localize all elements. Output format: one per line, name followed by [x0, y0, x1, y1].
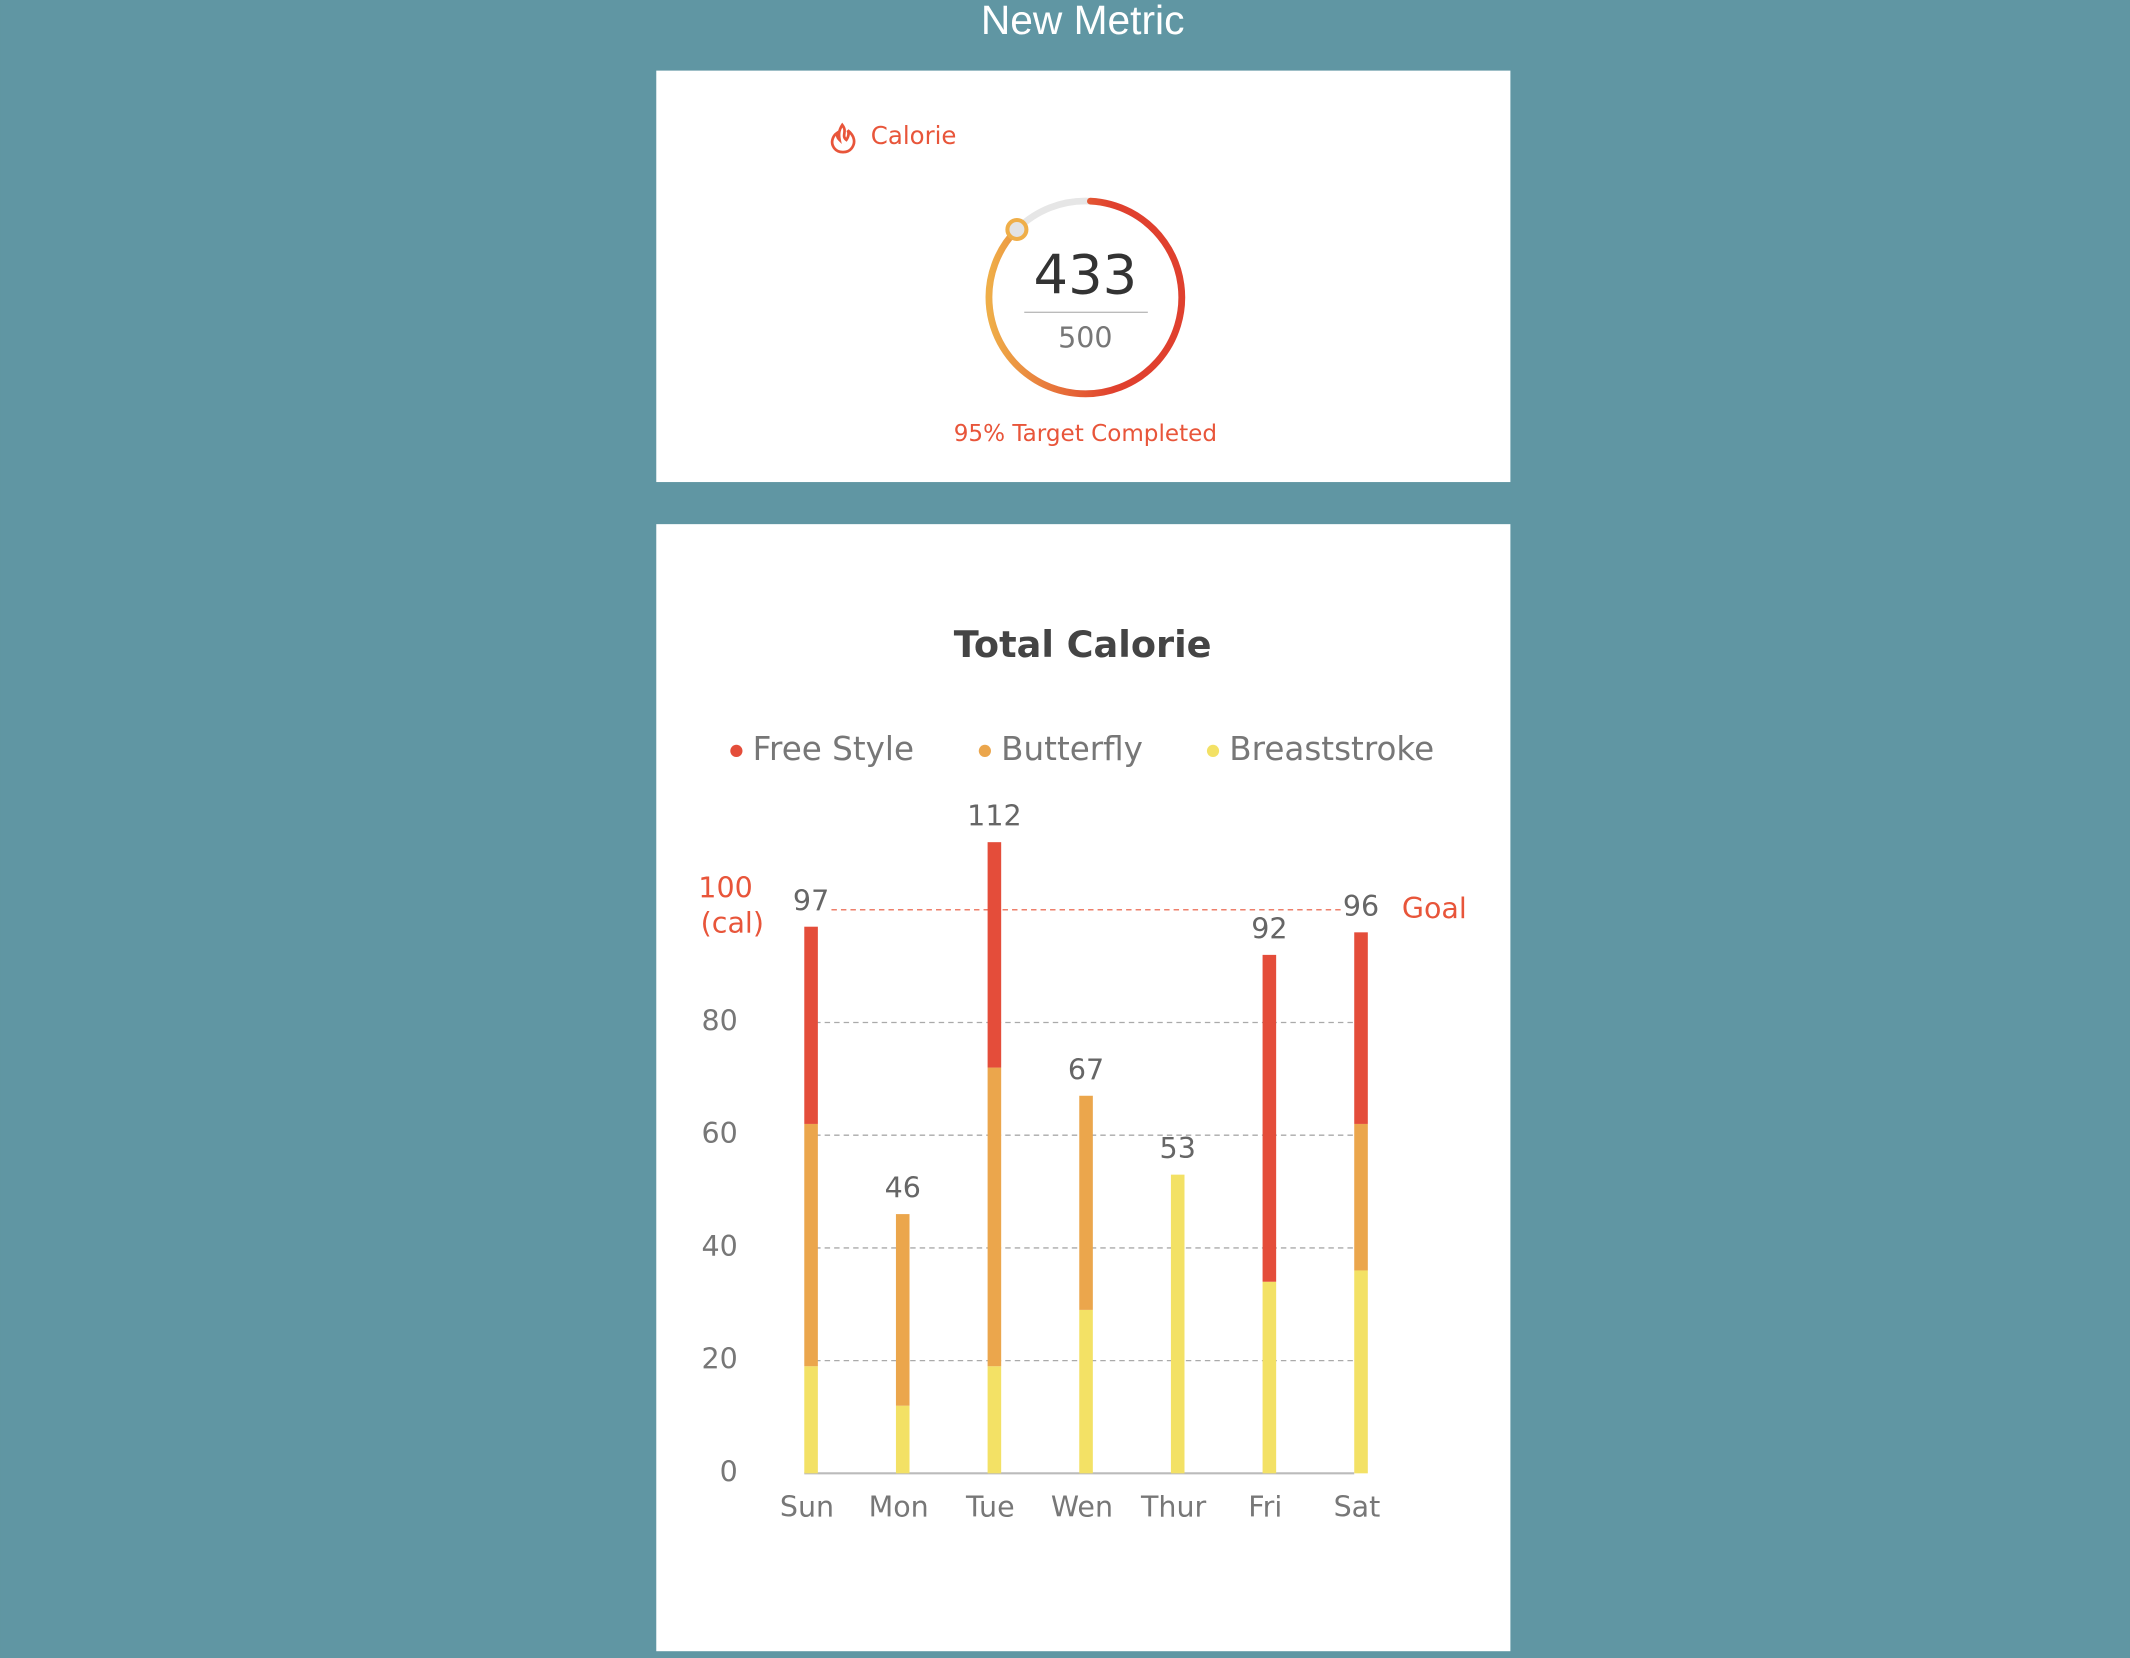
- total-label: 53: [1160, 1132, 1196, 1165]
- legend-label: Free Style: [753, 730, 914, 768]
- x-tick-label: Sun: [780, 1491, 834, 1524]
- bar-segment: [1354, 1123, 1368, 1271]
- bar-segment: [987, 842, 1002, 1068]
- bar-segment: [1354, 932, 1368, 1124]
- y-tick-label: 80: [701, 1005, 737, 1038]
- total-label: 46: [885, 1172, 921, 1205]
- x-tick-label: Thur: [1140, 1491, 1207, 1524]
- x-tick-label: Mon: [869, 1491, 929, 1524]
- total-label: 112: [967, 800, 1021, 833]
- total-label: 92: [1251, 912, 1287, 945]
- x-tick-label: Wen: [1051, 1491, 1113, 1524]
- x-tick-label: Tue: [965, 1491, 1015, 1524]
- bar-segment: [1262, 1281, 1277, 1474]
- chart-title: Total Calorie: [954, 623, 1212, 666]
- y-tick-label: 20: [701, 1343, 737, 1376]
- bar-segment: [1170, 1174, 1185, 1474]
- metric-label: Calorie: [871, 121, 957, 150]
- bar-segment: [804, 1123, 818, 1367]
- bar-segment: [987, 1067, 1002, 1367]
- metric-value: 433: [1034, 243, 1138, 306]
- y-tick-label: 0: [720, 1455, 738, 1488]
- total-label: 97: [793, 884, 829, 917]
- y-axis-label: (cal): [701, 907, 764, 940]
- goal-label: Goal: [1402, 892, 1467, 925]
- total-label: 67: [1068, 1053, 1104, 1086]
- bar-segment: [895, 1405, 910, 1474]
- bar-segment: [1262, 954, 1277, 1282]
- legend-dot: [978, 744, 991, 758]
- x-tick-label: Sat: [1334, 1491, 1381, 1524]
- metric-target: 500: [1058, 321, 1112, 354]
- legend-label: Breaststroke: [1229, 730, 1434, 768]
- bar-segment: [1354, 1270, 1368, 1474]
- metric-status: 95% Target Completed: [954, 421, 1217, 447]
- goal-value-label: 100: [698, 871, 752, 904]
- page-title: New Metric: [981, 0, 1185, 43]
- bar-segment: [987, 1366, 1002, 1474]
- x-tick-label: Fri: [1248, 1491, 1282, 1524]
- bar-segment: [804, 1366, 818, 1474]
- y-tick-label: 60: [701, 1117, 737, 1150]
- legend-dot: [730, 744, 743, 758]
- bar-segment: [1079, 1309, 1093, 1474]
- legend-dot: [1206, 744, 1220, 758]
- gauge-arc: [985, 197, 1186, 398]
- chart-card: [656, 524, 1511, 1652]
- flame-icon: [830, 122, 856, 154]
- total-label: 96: [1343, 890, 1379, 923]
- gauge-knob: [1005, 217, 1029, 242]
- metric-card: [656, 70, 1511, 483]
- bar-segment: [804, 926, 818, 1124]
- bar-segment: [1079, 1095, 1093, 1310]
- legend-label: Butterfly: [1001, 730, 1143, 768]
- bar-segment: [895, 1214, 910, 1406]
- y-tick-label: 40: [701, 1230, 737, 1263]
